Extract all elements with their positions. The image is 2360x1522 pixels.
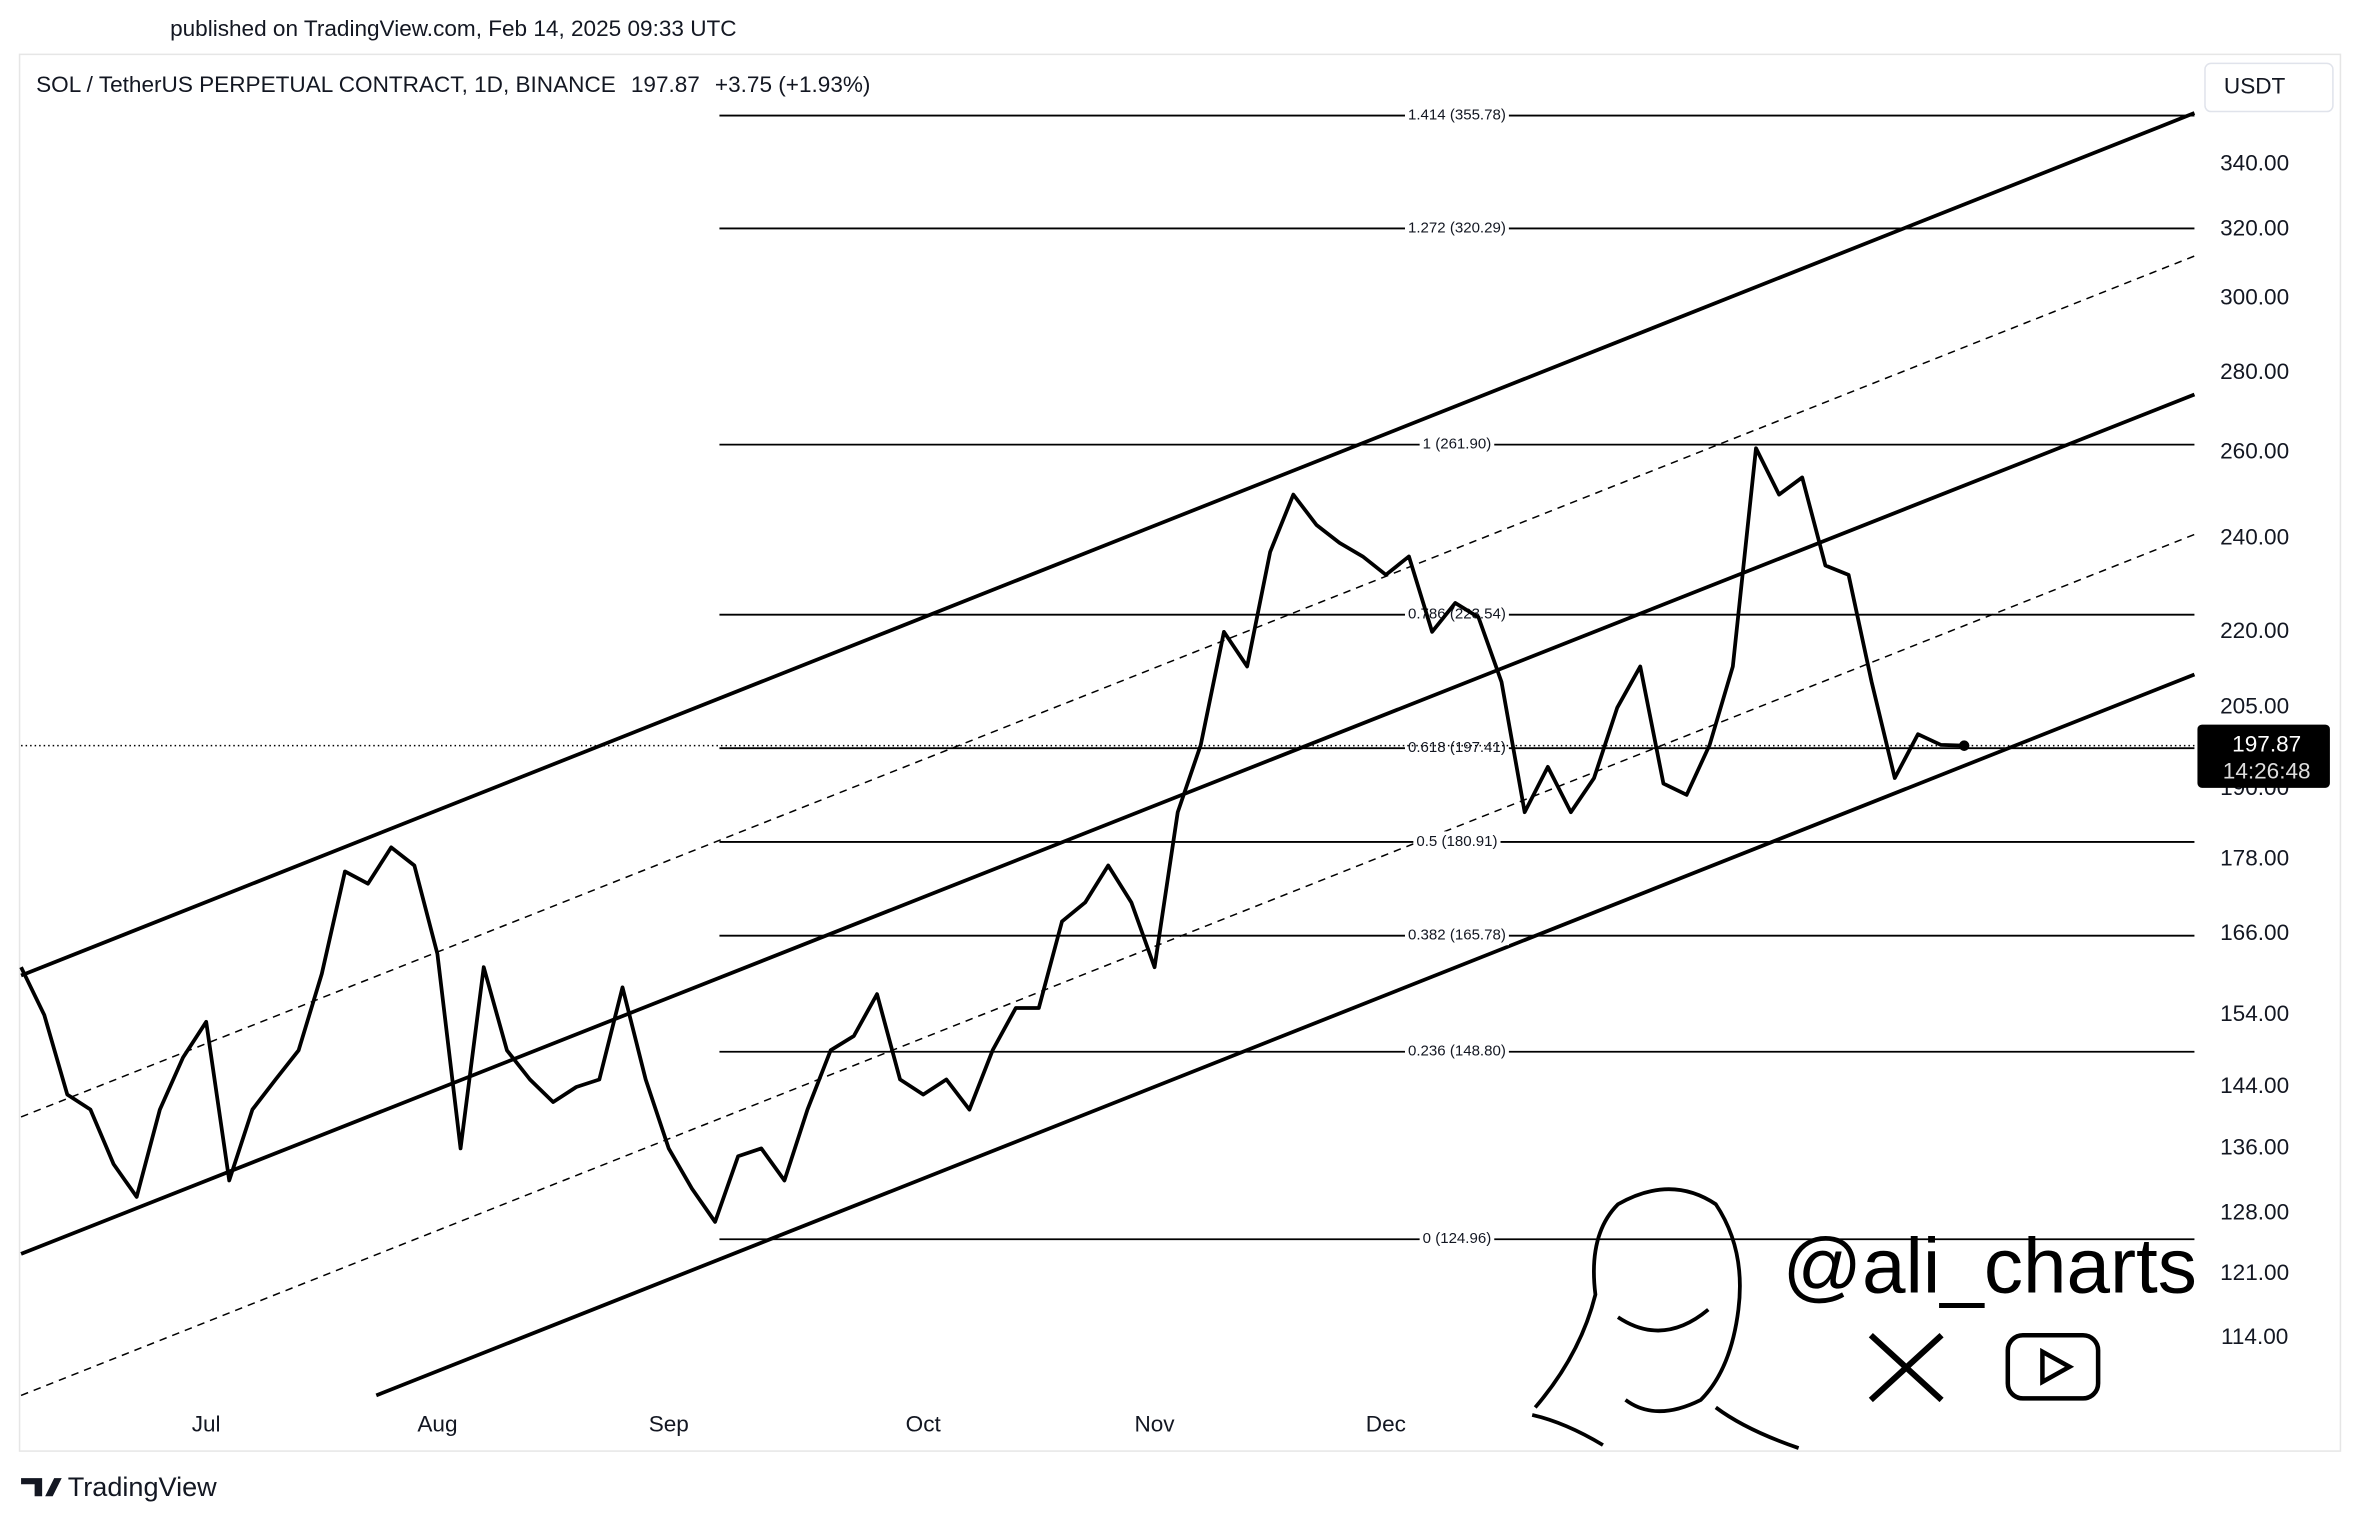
y-tick-label: 166.00	[2220, 920, 2289, 945]
x-tick-label: Nov	[1134, 1411, 1175, 1436]
fib-label: 1 (261.90)	[1423, 436, 1492, 453]
y-tick-label: 220.00	[2220, 618, 2289, 643]
y-tick-label: 144.00	[2220, 1073, 2289, 1098]
watermark-handle: @ali_charts	[1783, 1222, 2197, 1310]
fib-label-bg	[1419, 1228, 1495, 1249]
y-tick-label: 320.00	[2220, 215, 2289, 240]
price-line	[19, 446, 1965, 1224]
last-price: 197.87	[631, 72, 700, 97]
channel-middle	[20, 392, 2196, 1256]
price-tag-value: 197.87	[2232, 732, 2301, 757]
channel-low-dash	[20, 533, 2195, 1397]
y-tick-label: 121.00	[2220, 1260, 2289, 1285]
avatar-smile	[1616, 1308, 1710, 1333]
fib-label: 0 (124.96)	[1423, 1230, 1492, 1247]
fib-label: 0.236 (148.80)	[1408, 1043, 1506, 1060]
fib-label: 0.618 (197.41)	[1408, 739, 1506, 756]
fib-label-bg	[1404, 1041, 1509, 1062]
fib-label-bg	[1413, 831, 1501, 852]
y-tick-label: 280.00	[2220, 359, 2289, 384]
y-tick-label: 240.00	[2220, 524, 2289, 549]
x-tick-label: Oct	[906, 1411, 942, 1436]
fib-label-bg	[1404, 604, 1509, 625]
y-tick-label: 205.00	[2220, 694, 2289, 719]
brand[interactable]: TradingView	[68, 1471, 217, 1502]
youtube-play	[2040, 1347, 2075, 1386]
fib-label-bg	[1404, 105, 1509, 126]
x-tick-label: Sep	[649, 1411, 689, 1436]
channel-upper	[20, 111, 2196, 978]
fib-label: 0.382 (165.78)	[1408, 927, 1506, 944]
channel	[20, 111, 2196, 1398]
y-tick-label: 260.00	[2220, 438, 2289, 463]
fib-label-bg	[1404, 217, 1509, 238]
y-tick-label: 340.00	[2220, 150, 2289, 175]
last-point	[1958, 740, 1970, 751]
avatar	[1531, 1187, 1800, 1450]
x-icon[interactable]	[1868, 1332, 1944, 1403]
price-change: +3.75 (+1.93%)	[715, 72, 871, 97]
y-tick-label: 154.00	[2220, 1001, 2289, 1026]
watermark: @ali_charts	[1531, 1187, 2197, 1450]
fib-label: 1.272 (320.29)	[1408, 219, 1506, 236]
fib-label: 1.414 (355.78)	[1408, 107, 1506, 124]
fib-label-bg	[1419, 434, 1495, 455]
currency-box[interactable]	[2204, 62, 2334, 113]
chart-title: SOL / TetherUS PERPETUAL CONTRACT, 1D, B…	[36, 72, 870, 97]
brand-logo[interactable]	[21, 1478, 62, 1497]
price-tag-countdown: 14:26:48	[2223, 759, 2311, 784]
symbol: SOL / TetherUS PERPETUAL CONTRACT, 1D, B…	[36, 72, 616, 97]
y-tick-label: 136.00	[2220, 1134, 2289, 1159]
x-tick-label: Jul	[192, 1411, 221, 1436]
youtube-icon[interactable]	[2005, 1332, 2101, 1401]
channel-mid-dash	[20, 255, 2195, 1118]
fib-label-bg	[1404, 737, 1509, 758]
channel-lower	[375, 672, 2196, 1398]
published-note: published on TradingView.com, Feb 14, 20…	[170, 16, 737, 41]
currency: USDT	[2224, 73, 2286, 98]
x-tick-label: Aug	[417, 1411, 457, 1436]
y-tick-label: 300.00	[2220, 285, 2289, 310]
fib-label: 0.786 (223.54)	[1408, 606, 1506, 623]
y-tick-label: 128.00	[2220, 1199, 2289, 1224]
y-tick-label: 114.00	[2221, 1324, 2288, 1349]
y-tick-label: 178.00	[2220, 845, 2289, 870]
x-tick-label: Dec	[1366, 1411, 1406, 1436]
fib-label: 0.5 (180.91)	[1416, 833, 1497, 850]
price-tag	[2197, 724, 2330, 788]
fib-label-bg	[1404, 925, 1509, 946]
chart-frame	[18, 53, 2342, 1452]
